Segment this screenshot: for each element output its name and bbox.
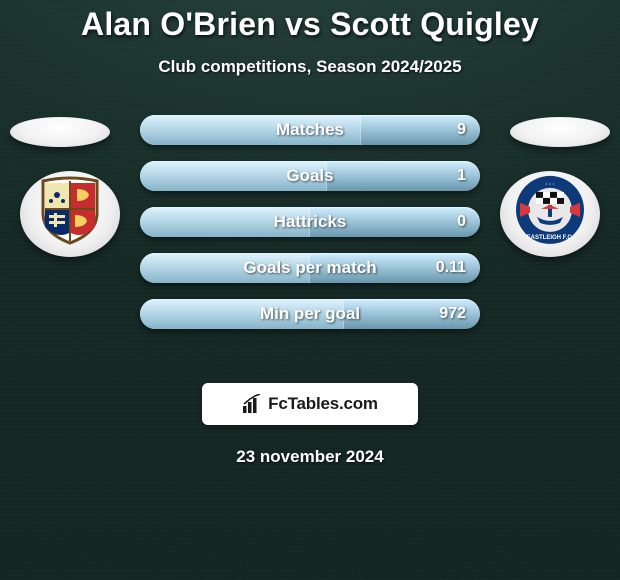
right-player-platform (510, 117, 610, 147)
footer-date: 23 november 2024 (0, 447, 620, 467)
right-club-crest: · · · EASTLEIGH F.C. (500, 171, 600, 257)
brand-badge[interactable]: FcTables.com (202, 383, 418, 425)
stat-row-hattricks: Hattricks 0 (140, 207, 480, 237)
svg-text:· · ·: · · · (545, 182, 554, 188)
stat-label: Goals (286, 166, 333, 186)
comparison-stage: · · · EASTLEIGH F.C. (0, 115, 620, 365)
stat-value: 0 (457, 213, 466, 231)
shield-icon (39, 175, 101, 250)
svg-text:EASTLEIGH F.C.: EASTLEIGH F.C. (527, 235, 574, 241)
left-player-platform (10, 117, 110, 147)
stat-label: Min per goal (260, 304, 360, 324)
brand-name: FcTables.com (268, 394, 378, 414)
stat-row-goals-per-match: Goals per match 0.11 (140, 253, 480, 283)
stat-value: 9 (457, 121, 466, 139)
page-subtitle: Club competitions, Season 2024/2025 (0, 57, 620, 77)
stat-label: Goals per match (243, 258, 376, 278)
stat-label: Matches (276, 120, 344, 140)
stat-bars: Matches 9 Goals 1 Hattricks 0 Goals per … (140, 115, 480, 345)
stat-row-goals: Goals 1 (140, 161, 480, 191)
stat-label: Hattricks (274, 212, 347, 232)
stat-row-min-per-goal: Min per goal 972 (140, 299, 480, 329)
stat-value: 0.11 (436, 259, 466, 277)
page-title: Alan O'Brien vs Scott Quigley (0, 6, 620, 43)
stat-row-matches: Matches 9 (140, 115, 480, 145)
stat-value: 1 (457, 167, 466, 185)
content-root: Alan O'Brien vs Scott Quigley Club compe… (0, 0, 620, 580)
roundel-icon: · · · EASTLEIGH F.C. (513, 173, 587, 252)
left-club-crest (20, 171, 120, 257)
bar-chart-icon (242, 394, 262, 414)
stat-value: 972 (439, 305, 466, 323)
